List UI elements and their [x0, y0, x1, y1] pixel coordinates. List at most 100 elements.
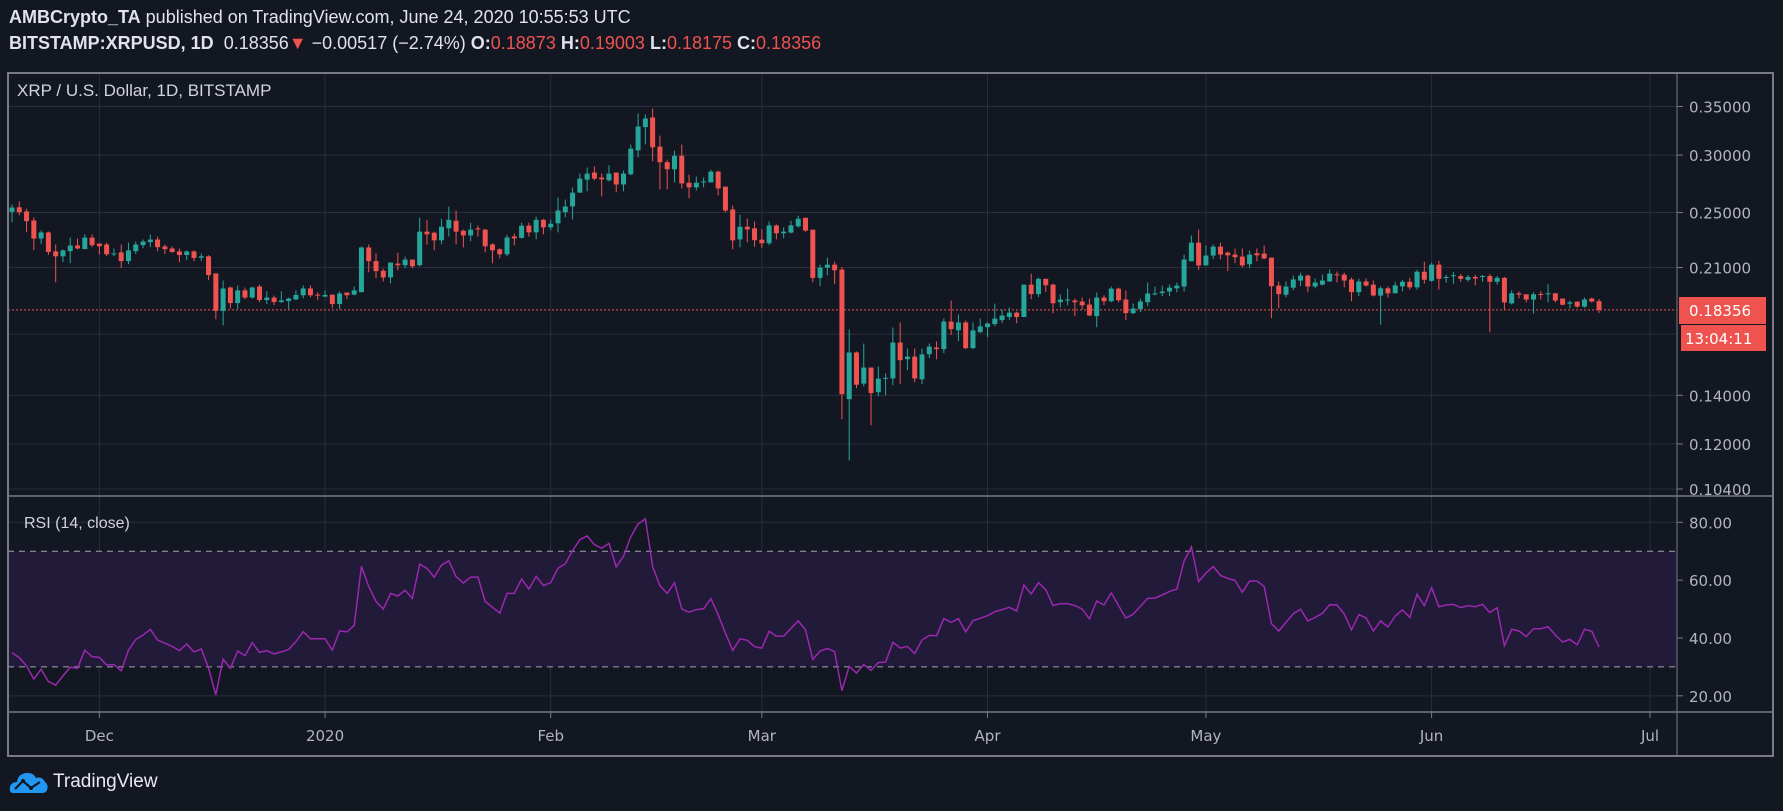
candle: [1203, 245, 1209, 266]
candle-body: [861, 367, 867, 384]
candle-body: [1392, 285, 1398, 294]
candle-body: [497, 249, 503, 255]
time-axis[interactable]: Dec 2020 Feb Mar Apr May Jun Jul: [85, 712, 1659, 745]
candle: [730, 205, 736, 250]
candle: [1319, 274, 1325, 286]
candle: [1487, 274, 1493, 333]
candle-body: [31, 220, 37, 239]
candle-body: [621, 173, 627, 185]
candle: [489, 243, 495, 264]
candle-body: [1545, 293, 1551, 295]
candle-body: [67, 245, 73, 252]
candle-body: [184, 251, 190, 256]
candle-body: [75, 245, 81, 249]
candle-body: [1574, 301, 1580, 307]
price-axis[interactable]: 0.35000 0.30000 0.25000 0.21000 0.14000 0.120…: [1677, 99, 1751, 500]
candle-body: [388, 262, 394, 278]
candle-body: [1006, 312, 1012, 317]
candle-body: [424, 231, 430, 235]
candle: [657, 135, 663, 190]
candle: [671, 150, 677, 183]
candle: [1167, 284, 1173, 297]
close-value: 0.18356: [756, 33, 822, 53]
candle-body: [1196, 242, 1202, 266]
tradingview-logo[interactable]: TradingView: [9, 769, 158, 795]
candle-body: [1261, 253, 1267, 259]
candle: [1494, 276, 1500, 285]
candle-body: [1414, 271, 1420, 288]
time-tick-label: Feb: [537, 727, 564, 745]
price-change: −0.00517 (−2.74%): [311, 33, 466, 53]
candle-body: [38, 232, 44, 239]
author-name[interactable]: AMBCrypto_TA: [9, 7, 141, 27]
candle-body: [1290, 279, 1296, 288]
candle-body: [206, 256, 212, 276]
high-label: H:: [560, 33, 580, 53]
candle-body: [1356, 281, 1362, 293]
candle: [1436, 260, 1442, 290]
candle-body: [1065, 299, 1071, 301]
time-tick-label: Jun: [1419, 727, 1443, 745]
candle-body: [1443, 276, 1449, 278]
candle-body: [315, 294, 321, 296]
candle-body: [883, 377, 889, 379]
candle-body: [1327, 273, 1333, 282]
candle-body: [752, 228, 758, 241]
candle: [606, 165, 612, 182]
candle-body: [351, 290, 357, 295]
time-tick-label: Apr: [975, 727, 1002, 745]
candle-body: [795, 218, 801, 227]
candle: [1472, 274, 1478, 286]
candle: [650, 108, 656, 162]
candle: [53, 244, 59, 283]
candle: [773, 224, 779, 240]
candle: [147, 234, 153, 248]
candle: [482, 228, 488, 253]
candle: [955, 314, 961, 342]
candle-body: [1137, 301, 1143, 310]
candle-body: [926, 346, 932, 355]
candle: [642, 114, 648, 145]
low-label: L:: [649, 33, 667, 53]
candle-body: [584, 173, 590, 180]
candle: [948, 300, 954, 336]
candle: [1349, 277, 1355, 302]
candle-body: [475, 228, 481, 230]
candle: [227, 286, 233, 309]
candle: [635, 113, 641, 158]
candle-body: [1203, 255, 1209, 266]
candle-body: [1232, 254, 1238, 258]
candle: [337, 291, 343, 310]
candle: [599, 173, 605, 197]
time-tick-label: Jul: [1640, 727, 1659, 745]
high-value: 0.19003: [579, 33, 645, 53]
candle: [1458, 274, 1464, 282]
candle-body: [570, 192, 576, 207]
candle-body: [657, 146, 663, 163]
candle-body: [519, 225, 525, 238]
rsi-axis[interactable]: 80.00 60.00 40.00 20.00: [1677, 514, 1732, 706]
candle: [1050, 283, 1056, 314]
candle-body: [533, 219, 539, 233]
candle-body: [89, 237, 95, 246]
candle: [1152, 286, 1158, 296]
candle-body: [890, 342, 896, 379]
candle-body: [1480, 276, 1486, 278]
candle-body: [1501, 277, 1507, 303]
candle: [919, 348, 925, 385]
candle-body: [162, 246, 168, 250]
candle: [577, 173, 583, 193]
time-tick-label: 2020: [306, 727, 344, 745]
candle: [1370, 280, 1376, 297]
candle: [570, 187, 576, 220]
candle-body: [781, 231, 787, 234]
price-tick-label: 0.21000: [1689, 260, 1751, 278]
candle: [737, 214, 743, 248]
candle: [475, 225, 481, 237]
candle: [402, 256, 408, 269]
candle-body: [1108, 288, 1114, 302]
candle: [715, 170, 721, 196]
candle-body: [912, 356, 918, 379]
candle: [162, 244, 168, 254]
